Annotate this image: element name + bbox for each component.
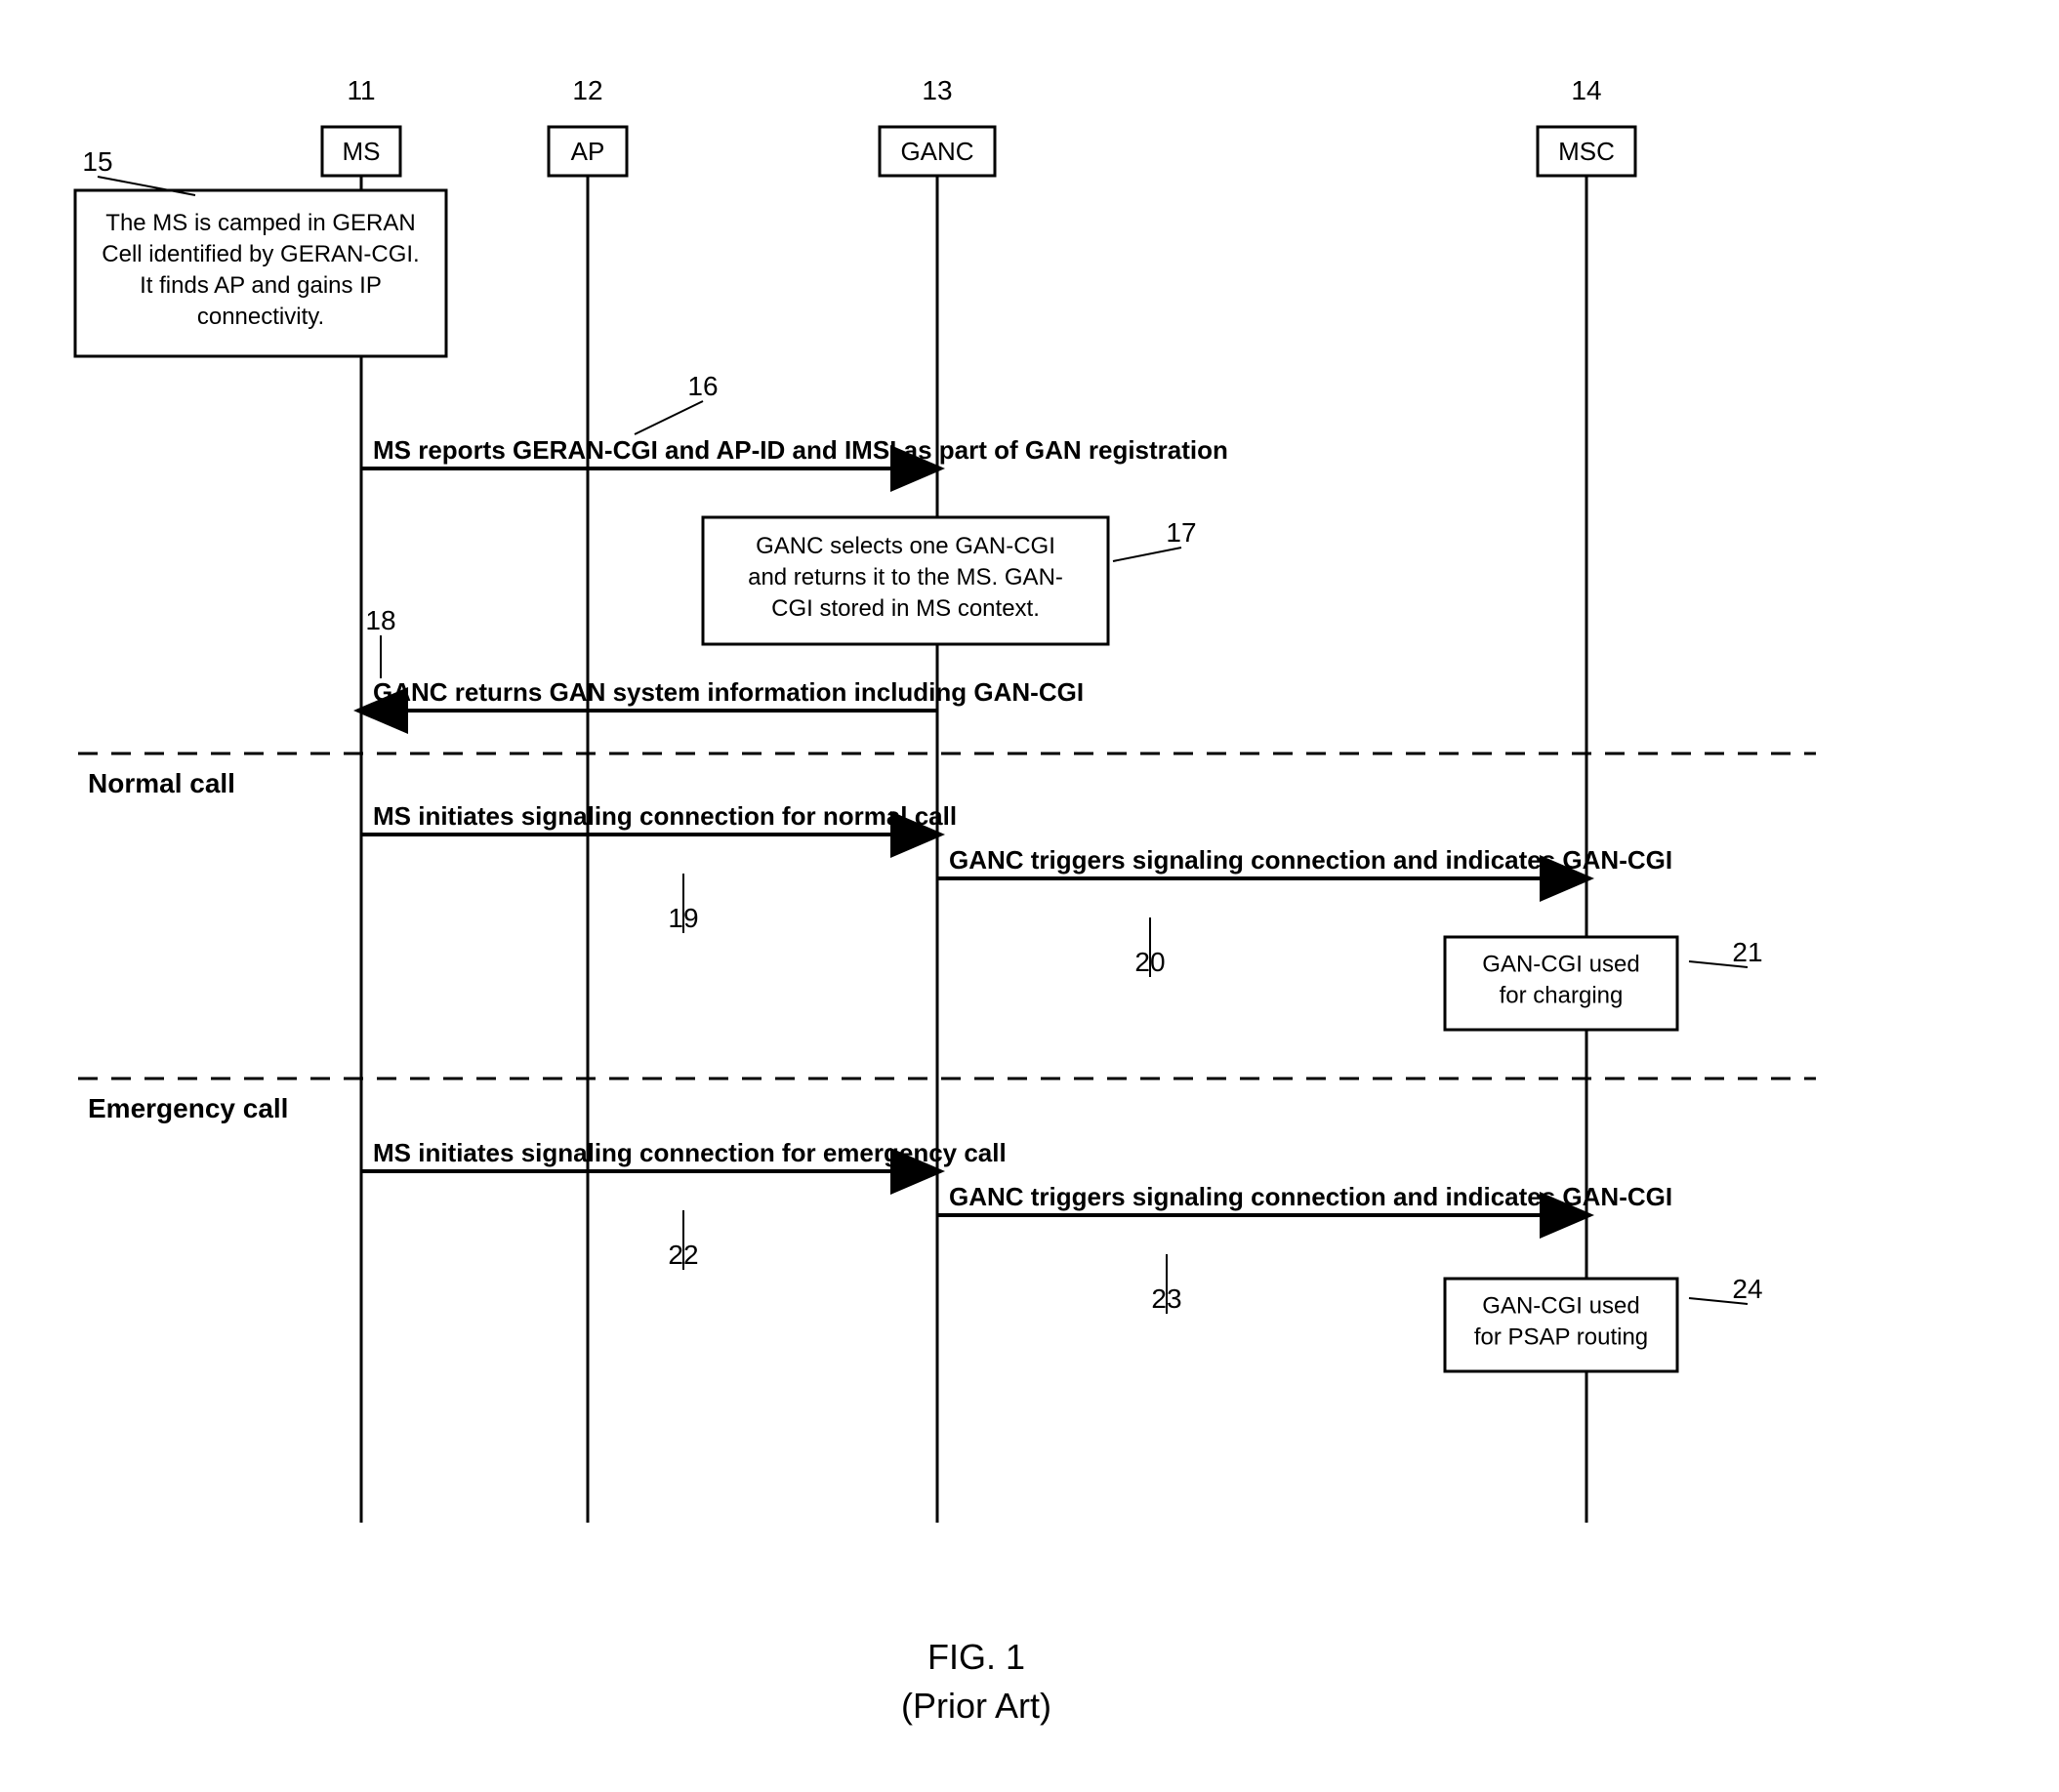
actor-label-ganc: GANC xyxy=(900,137,973,166)
msg-text-m22: MS initiates signaling connection for em… xyxy=(373,1138,1007,1167)
actor-label-ms: MS xyxy=(343,137,381,166)
actor-num-ganc: 13 xyxy=(922,75,952,105)
figure-caption: FIG. 1 (Prior Art) xyxy=(901,1637,1051,1726)
note-line: The MS is camped in GERAN xyxy=(105,210,415,236)
actor-label-msc: MSC xyxy=(1558,137,1615,166)
note-line: and returns it to the MS. GAN- xyxy=(748,564,1063,591)
msg-text-m23: GANC triggers signaling connection and i… xyxy=(949,1182,1672,1211)
section-label: Normal call xyxy=(88,768,235,798)
actor-num-ms: 11 xyxy=(347,75,375,105)
msg-text-m19: MS initiates signaling connection for no… xyxy=(373,801,957,831)
refnum-leader xyxy=(635,401,703,434)
section-label: Emergency call xyxy=(88,1093,288,1123)
msg-text-m16: MS reports GERAN-CGI and AP-ID and IMSI … xyxy=(373,435,1228,465)
fig-caption-2: (Prior Art) xyxy=(901,1686,1051,1726)
note-line: GAN-CGI used xyxy=(1482,952,1639,978)
refnum-r24: 24 xyxy=(1732,1274,1762,1304)
note-line: GAN-CGI used xyxy=(1482,1293,1639,1320)
refnum-r17: 17 xyxy=(1166,517,1196,548)
refnum-r21: 21 xyxy=(1732,937,1762,967)
actor-num-ap: 12 xyxy=(572,75,602,105)
actor-num-msc: 14 xyxy=(1571,75,1601,105)
note-line: Cell identified by GERAN-CGI. xyxy=(102,241,419,267)
note-line: It finds AP and gains IP xyxy=(140,272,382,299)
refnum-r15: 15 xyxy=(82,146,112,177)
refnum-r16: 16 xyxy=(687,371,718,401)
note-line: connectivity. xyxy=(197,304,324,330)
msg-text-m18: GANC returns GAN system information incl… xyxy=(373,677,1084,707)
note-line: GANC selects one GAN-CGI xyxy=(756,533,1055,559)
msg-text-m20: GANC triggers signaling connection and i… xyxy=(949,845,1672,875)
note-line: for PSAP routing xyxy=(1474,1324,1648,1351)
note-line: CGI stored in MS context. xyxy=(771,595,1040,622)
lifelines: MS 11 AP 12 GANC 13 MSC 14 xyxy=(322,75,1635,1523)
fig-caption-1: FIG. 1 xyxy=(927,1637,1025,1677)
note-line: for charging xyxy=(1500,983,1624,1009)
actor-label-ap: AP xyxy=(571,137,605,166)
refnum-leader xyxy=(1113,548,1181,561)
sequence-diagram: MS 11 AP 12 GANC 13 MSC 14 Normal call Emergency… xyxy=(0,0,2059,1792)
refnum-r18: 18 xyxy=(365,605,395,635)
